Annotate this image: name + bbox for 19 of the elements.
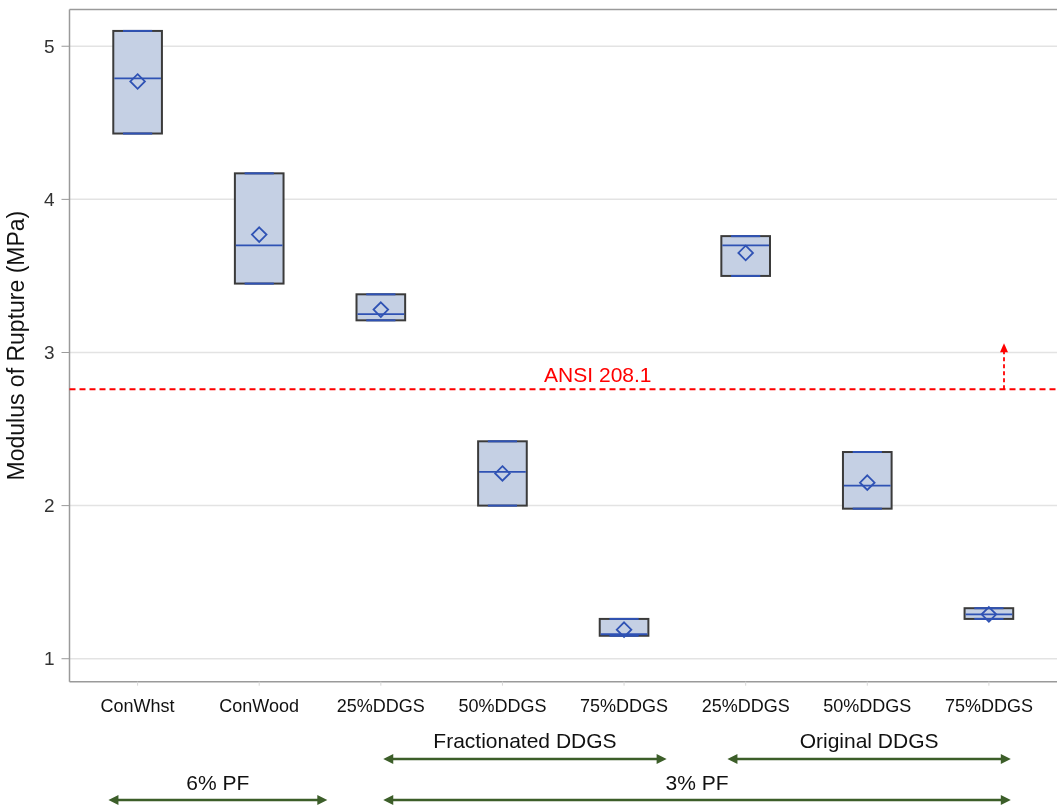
- text: 3% PF: [665, 771, 729, 794]
- text: Fractionated DDGS: [433, 729, 617, 752]
- x-tick-label: 75%DDGS: [944, 695, 1033, 716]
- x-tick-label: ConWhst: [100, 695, 175, 716]
- text: Original DDGS: [799, 729, 939, 752]
- y-tick-label: 1: [43, 648, 55, 670]
- x-tick-label: 50%DDGS: [823, 695, 912, 716]
- y-axis-title: Modulus of Rupture (MPa): [3, 210, 29, 481]
- text: 6% PF: [186, 771, 250, 794]
- x-tick-label: 25%DDGS: [336, 695, 425, 716]
- y-tick-label: 4: [43, 189, 55, 211]
- x-tick-label: 75%DDGS: [580, 695, 669, 716]
- ref-line-label: ANSI 208.1: [544, 363, 652, 387]
- y-tick-label: 5: [43, 35, 55, 57]
- y-tick-label: 2: [43, 495, 55, 517]
- x-tick-label: 50%DDGS: [458, 695, 547, 716]
- x-tick-label: 25%DDGS: [701, 695, 790, 716]
- y-tick-label: 3: [43, 342, 55, 364]
- x-tick-label: ConWood: [219, 695, 300, 716]
